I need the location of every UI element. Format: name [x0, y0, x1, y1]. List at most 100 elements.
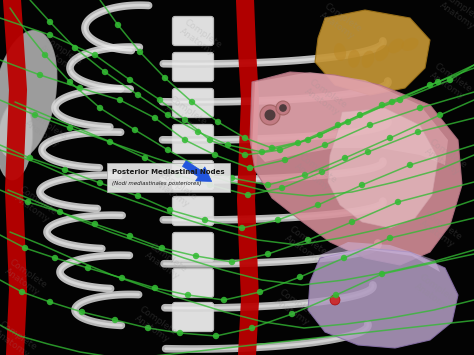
Circle shape [202, 217, 208, 223]
Circle shape [319, 169, 325, 175]
Circle shape [175, 172, 181, 178]
Circle shape [47, 299, 53, 305]
Circle shape [379, 102, 385, 108]
Circle shape [102, 69, 108, 75]
Circle shape [264, 109, 275, 120]
Circle shape [47, 32, 53, 38]
Circle shape [415, 129, 421, 135]
Circle shape [92, 52, 98, 58]
FancyBboxPatch shape [173, 233, 213, 262]
Circle shape [279, 104, 287, 112]
Circle shape [276, 101, 290, 115]
FancyBboxPatch shape [173, 268, 213, 297]
Circle shape [32, 112, 38, 118]
Circle shape [249, 325, 255, 331]
Circle shape [135, 92, 141, 98]
Circle shape [57, 209, 63, 215]
Ellipse shape [375, 45, 389, 61]
Text: Posterior Mediastinal Nodes: Posterior Mediastinal Nodes [112, 169, 225, 175]
Circle shape [367, 122, 373, 128]
FancyBboxPatch shape [173, 302, 213, 332]
Circle shape [97, 180, 103, 186]
Text: Complete
Anatomy: Complete Anatomy [301, 77, 348, 119]
Circle shape [247, 165, 253, 171]
Circle shape [359, 182, 365, 188]
Circle shape [42, 52, 48, 58]
Circle shape [395, 199, 401, 205]
Text: Complete
Anatomy: Complete Anatomy [142, 241, 189, 283]
FancyBboxPatch shape [173, 16, 213, 45]
Circle shape [315, 202, 321, 208]
Circle shape [25, 199, 31, 205]
Circle shape [387, 135, 393, 141]
Text: Complete
Anatomy: Complete Anatomy [272, 288, 319, 328]
Text: Complete
Anatomy: Complete Anatomy [282, 224, 328, 266]
Text: Complete
Anatomy: Complete Anatomy [427, 61, 474, 103]
Circle shape [167, 207, 173, 213]
Circle shape [295, 140, 301, 146]
Circle shape [265, 182, 271, 188]
FancyBboxPatch shape [173, 160, 213, 190]
Polygon shape [308, 248, 458, 348]
Circle shape [282, 157, 288, 163]
Text: (Nodi mediastinales posteriores): (Nodi mediastinales posteriores) [112, 180, 201, 186]
Circle shape [277, 147, 283, 153]
Circle shape [67, 79, 73, 85]
Circle shape [213, 333, 219, 339]
Circle shape [289, 311, 295, 317]
Circle shape [417, 105, 423, 111]
Circle shape [165, 147, 171, 153]
Ellipse shape [334, 43, 346, 61]
Polygon shape [328, 108, 438, 228]
Circle shape [197, 165, 203, 171]
Text: Complete
Anatomy: Complete Anatomy [11, 185, 58, 225]
Circle shape [305, 137, 311, 143]
Circle shape [165, 112, 171, 118]
FancyBboxPatch shape [173, 53, 213, 82]
Circle shape [137, 49, 143, 55]
Circle shape [119, 275, 125, 281]
Text: Complete
Anatomy: Complete Anatomy [1, 257, 48, 299]
Circle shape [242, 135, 248, 141]
Polygon shape [252, 72, 448, 165]
Text: Complete
Anatomy: Complete Anatomy [131, 305, 179, 345]
Circle shape [67, 125, 73, 131]
Circle shape [62, 167, 68, 173]
Circle shape [387, 235, 393, 241]
Circle shape [239, 225, 245, 231]
Text: Complete
Anatomy: Complete Anatomy [292, 153, 338, 193]
Circle shape [229, 259, 235, 265]
Circle shape [389, 99, 395, 105]
Circle shape [221, 297, 227, 303]
Circle shape [437, 112, 443, 118]
Circle shape [177, 330, 183, 336]
Circle shape [260, 105, 280, 125]
Circle shape [145, 325, 151, 331]
Polygon shape [250, 72, 462, 265]
Circle shape [207, 137, 213, 143]
Circle shape [115, 22, 121, 28]
Circle shape [52, 255, 58, 261]
Circle shape [225, 142, 231, 148]
Text: Complete
Anatomy: Complete Anatomy [21, 109, 68, 151]
Circle shape [152, 115, 158, 121]
Text: Complete
Anatomy: Complete Anatomy [417, 209, 464, 251]
Circle shape [341, 255, 347, 261]
Circle shape [279, 185, 285, 191]
Circle shape [447, 77, 453, 83]
Text: Complete
Anatomy: Complete Anatomy [317, 1, 364, 43]
Text: Complete
Anatomy: Complete Anatomy [0, 320, 38, 355]
Circle shape [317, 132, 323, 138]
Circle shape [265, 251, 271, 257]
Circle shape [302, 172, 308, 178]
Ellipse shape [348, 50, 360, 68]
Circle shape [182, 117, 188, 123]
Circle shape [333, 292, 339, 298]
Circle shape [305, 237, 311, 243]
Circle shape [79, 309, 85, 315]
Circle shape [407, 162, 413, 168]
Circle shape [397, 97, 403, 103]
Text: Complete
Anatomy: Complete Anatomy [36, 34, 83, 76]
Circle shape [269, 145, 275, 151]
Text: Complete
Anatomy: Complete Anatomy [437, 0, 474, 33]
